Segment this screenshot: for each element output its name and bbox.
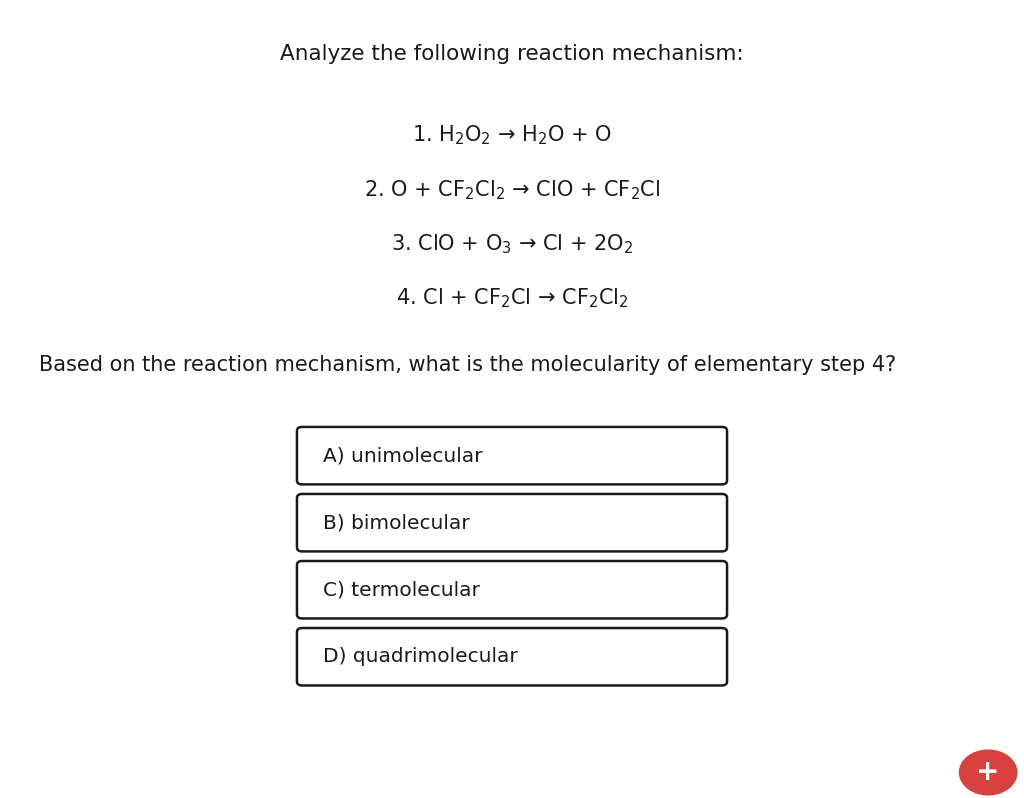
Text: Analyze the following reaction mechanism:: Analyze the following reaction mechanism…	[281, 44, 743, 64]
FancyBboxPatch shape	[297, 561, 727, 618]
Text: 3. ClO + O$_3$ → Cl + 2O$_2$: 3. ClO + O$_3$ → Cl + 2O$_2$	[391, 232, 633, 256]
Text: 1. H$_2$O$_2$ → H$_2$O + O: 1. H$_2$O$_2$ → H$_2$O + O	[412, 124, 612, 148]
Text: D) quadrimolecular: D) quadrimolecular	[323, 647, 517, 666]
FancyBboxPatch shape	[297, 494, 727, 551]
Text: A) unimolecular: A) unimolecular	[323, 446, 482, 465]
Circle shape	[959, 750, 1017, 795]
Text: +: +	[977, 758, 999, 787]
FancyBboxPatch shape	[297, 628, 727, 685]
Text: B) bimolecular: B) bimolecular	[323, 513, 469, 532]
Text: C) termolecular: C) termolecular	[323, 580, 479, 599]
Text: 4. Cl + CF$_2$Cl → CF$_2$Cl$_2$: 4. Cl + CF$_2$Cl → CF$_2$Cl$_2$	[395, 286, 629, 310]
Text: Based on the reaction mechanism, what is the molecularity of elementary step 4?: Based on the reaction mechanism, what is…	[39, 355, 896, 375]
Text: 2. O + CF$_2$Cl$_2$ → ClO + CF$_2$Cl: 2. O + CF$_2$Cl$_2$ → ClO + CF$_2$Cl	[364, 178, 660, 202]
FancyBboxPatch shape	[297, 427, 727, 484]
